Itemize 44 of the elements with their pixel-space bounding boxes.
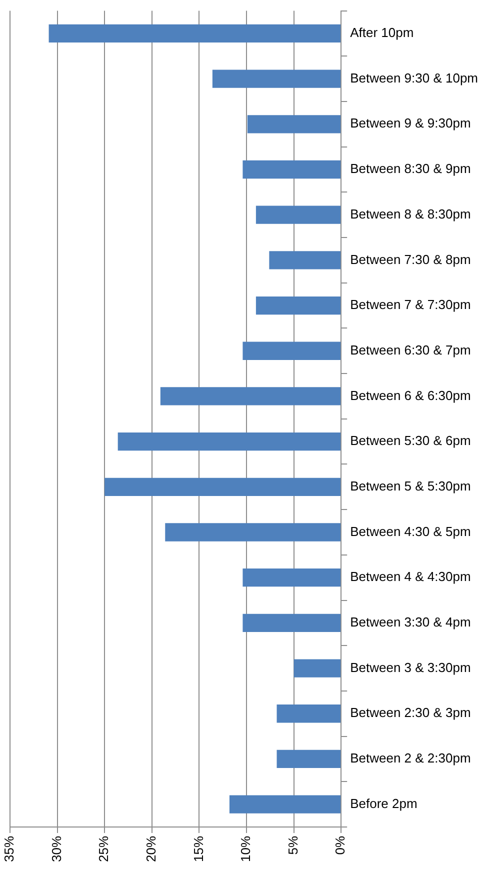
y-tick-label: Between 9 & 9:30pm — [350, 116, 471, 131]
y-tick-label: Between 5 & 5:30pm — [350, 478, 471, 494]
y-tick-label: Between 2 & 2:30pm — [350, 750, 471, 766]
bar — [48, 24, 341, 43]
bar — [242, 160, 341, 179]
bar — [118, 432, 341, 451]
bar — [229, 795, 341, 814]
y-tick-label: Between 7:30 & 8pm — [350, 252, 471, 267]
x-tick-label: 30% — [48, 836, 64, 862]
bar — [256, 206, 341, 224]
bar — [276, 750, 341, 768]
y-tick-label: Between 7 & 7:30pm — [350, 297, 471, 312]
bar — [242, 568, 341, 587]
y-tick-label: Between 2:30 & 3pm — [350, 705, 471, 720]
x-tick-label: 10% — [238, 836, 254, 862]
bar — [256, 296, 341, 315]
x-tick-label: 15% — [190, 836, 206, 862]
bar — [276, 704, 341, 723]
bar — [294, 659, 341, 678]
y-tick-label: Between 4:30 & 5pm — [350, 524, 471, 539]
bar — [104, 478, 341, 496]
x-tick-label: 0% — [332, 836, 348, 855]
y-tick-label: Between 3 & 3:30pm — [350, 660, 471, 675]
y-tick-label: Between 4 & 4:30pm — [350, 569, 471, 584]
y-tick-label: Between 6 & 6:30pm — [350, 388, 471, 403]
bar — [242, 614, 341, 632]
x-tick-label: 25% — [96, 836, 112, 862]
bar — [165, 523, 341, 542]
bar — [160, 387, 341, 406]
y-tick-label: Before 2pm — [350, 796, 418, 811]
x-tick-label: 5% — [285, 836, 300, 855]
y-tick-label: Between 8:30 & 9pm — [350, 161, 471, 176]
bar — [242, 342, 341, 360]
bar — [269, 251, 341, 270]
y-tick-label: Between 3:30 & 4pm — [350, 614, 471, 630]
bar — [212, 70, 341, 88]
y-tick-label: Between 9:30 & 10pm — [350, 70, 478, 86]
y-tick-label: Between 5:30 & 6pm — [350, 433, 471, 448]
y-tick-label: Between 6:30 & 7pm — [350, 342, 471, 358]
x-tick-label: 35% — [2, 836, 17, 862]
bar — [247, 115, 341, 134]
y-tick-label: Between 8 & 8:30pm — [350, 206, 471, 222]
y-tick-label: After 10pm — [350, 25, 414, 40]
x-tick-label: 20% — [143, 836, 158, 862]
